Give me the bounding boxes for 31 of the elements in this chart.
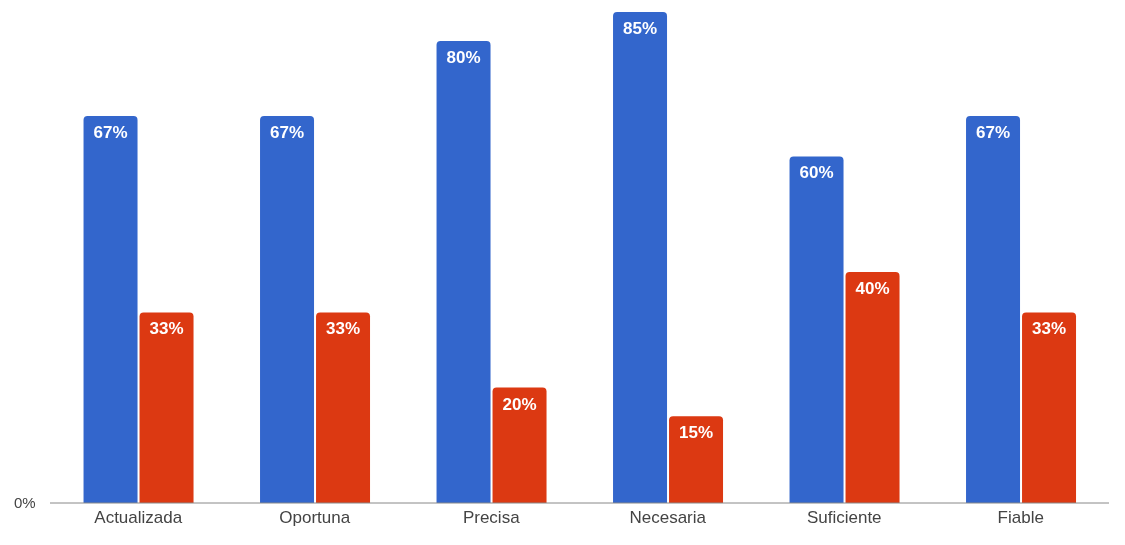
data-label: 33% — [326, 319, 361, 339]
data-label: 67% — [976, 123, 1011, 143]
bar — [316, 312, 371, 503]
bar — [966, 115, 1021, 503]
data-label: 67% — [93, 123, 128, 143]
bar — [83, 115, 138, 503]
bar — [1022, 312, 1077, 503]
bar — [436, 40, 491, 503]
data-label: 33% — [1032, 319, 1067, 339]
x-tick-label: Fiable — [997, 508, 1044, 528]
bar — [669, 416, 724, 503]
data-label: 80% — [446, 47, 481, 67]
x-tick-label: Oportuna — [279, 508, 351, 528]
x-tick-label: Necesaria — [629, 508, 707, 528]
data-label: 60% — [799, 163, 834, 183]
data-label: 33% — [149, 319, 184, 339]
text: 0% — [14, 494, 36, 512]
bar — [139, 312, 194, 503]
bar — [492, 387, 547, 503]
data-label: 40% — [855, 279, 890, 299]
data-label: 85% — [623, 19, 658, 39]
x-tick-label: Precisa — [462, 508, 521, 528]
bar — [845, 271, 900, 503]
data-label: 67% — [270, 123, 305, 143]
bar — [789, 156, 844, 503]
bar — [613, 12, 668, 503]
x-tick-label: Actualizada — [94, 508, 183, 528]
bar — [260, 115, 315, 503]
x-tick-label: Suficiente — [806, 508, 882, 528]
data-label: 15% — [679, 423, 714, 443]
data-label: 20% — [502, 394, 537, 414]
